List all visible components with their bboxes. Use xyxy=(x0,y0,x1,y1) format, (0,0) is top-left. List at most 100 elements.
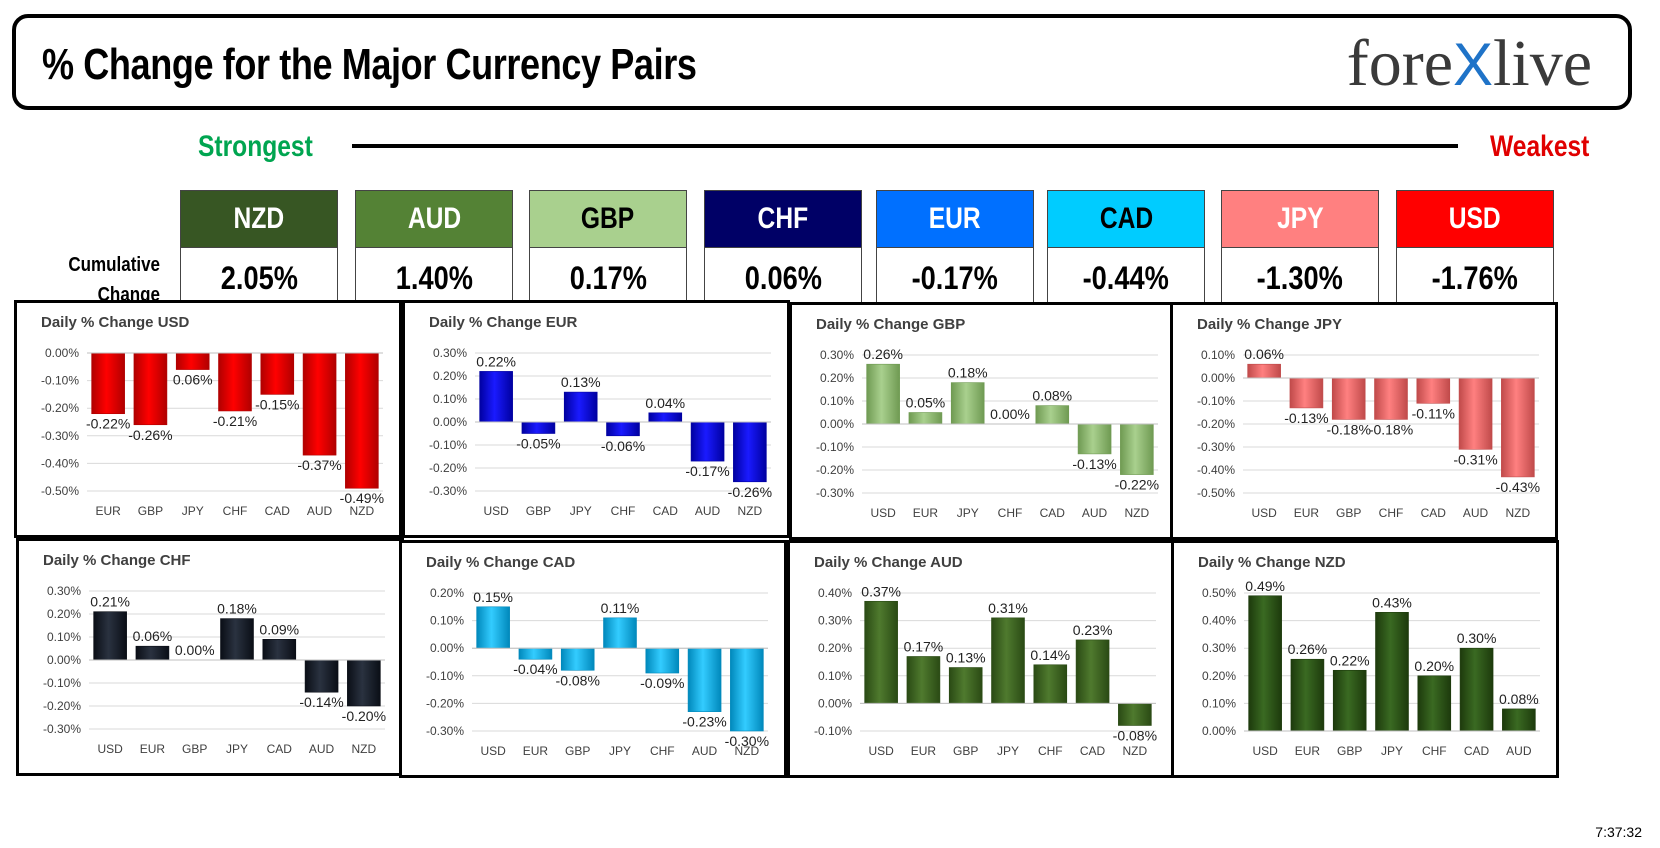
logo-text-right: live xyxy=(1493,27,1592,100)
bar-chf xyxy=(218,352,252,412)
x-category-label: EUR xyxy=(1294,506,1320,520)
cumulative-value: -1.76% xyxy=(1397,248,1553,308)
y-tick-label: -0.20% xyxy=(41,401,79,415)
y-tick-label: -0.10% xyxy=(43,676,81,690)
bar-chf xyxy=(1417,675,1452,732)
x-category-label: CAD xyxy=(1040,506,1066,520)
data-label: -0.17% xyxy=(685,463,729,479)
data-label: -0.09% xyxy=(640,675,684,691)
bar-chf xyxy=(606,421,640,437)
chart-panel-nzd: Daily % Change NZD 0.50% 0.40% 0.30% 0.20% 0.… xyxy=(1171,540,1559,778)
y-tick-label: 0.00% xyxy=(820,417,854,431)
data-label: -0.43% xyxy=(1496,479,1540,495)
chart-title: Daily % Change GBP xyxy=(816,316,965,333)
bar-eur xyxy=(906,656,941,704)
x-category-label: JPY xyxy=(226,742,248,756)
bar-cad xyxy=(260,352,295,395)
chart-panel-gbp: Daily % Change GBP 0.30% 0.20% 0.10% 0.00% -0… xyxy=(789,302,1177,540)
forexlive-logo: foreXlive xyxy=(1347,26,1592,102)
x-category-label: CAD xyxy=(1464,744,1490,758)
x-category-label: JPY xyxy=(570,504,592,518)
cumulative-value: -0.17% xyxy=(877,248,1033,308)
y-tick-label: -0.20% xyxy=(426,696,464,710)
bar-chart: Daily % Change JPY 0.10% 0.00% -0.10% -0.20%… xyxy=(1197,316,1540,520)
currency-code-text: CHF xyxy=(757,202,809,235)
currency-code: AUD xyxy=(356,191,512,248)
data-label: -0.05% xyxy=(516,436,560,452)
data-label: 0.37% xyxy=(861,583,901,599)
y-tick-label: 0.10% xyxy=(433,392,467,406)
x-category-label: CHF xyxy=(1038,744,1063,758)
bar-cad xyxy=(1416,377,1451,404)
cumulative-value-text: 2.05% xyxy=(220,259,298,296)
x-category-label: EUR xyxy=(140,742,166,756)
y-tick-label: -0.40% xyxy=(1197,463,1235,477)
x-category-label: GBP xyxy=(565,744,590,758)
x-category-label: CAD xyxy=(653,504,679,518)
bar-chf xyxy=(1374,377,1408,420)
y-tick-label: -0.20% xyxy=(1197,417,1235,431)
bar-usd xyxy=(479,371,513,423)
cumulative-value-text: -0.44% xyxy=(1082,259,1170,296)
bar-nzd xyxy=(1501,377,1535,478)
y-tick-label: -0.50% xyxy=(41,484,79,498)
bar-gbp xyxy=(1331,377,1366,420)
y-tick-label: 0.10% xyxy=(1202,696,1236,710)
currency-box-cad: CAD -0.44% xyxy=(1047,190,1205,308)
currency-box-usd: USD -1.76% xyxy=(1396,190,1554,308)
x-category-label: NZD xyxy=(352,742,377,756)
bar-nzd xyxy=(345,352,379,489)
x-category-label: EUR xyxy=(1295,744,1321,758)
y-tick-label: 0.40% xyxy=(1202,614,1236,628)
y-tick-label: 0.50% xyxy=(1202,586,1236,600)
x-category-label: CAD xyxy=(1421,506,1447,520)
x-category-label: GBP xyxy=(1336,506,1361,520)
chart-title: Daily % Change NZD xyxy=(1198,554,1346,571)
bar-aud xyxy=(1458,377,1493,450)
currency-box-chf: CHF 0.06% xyxy=(704,190,862,308)
bar-eur xyxy=(1290,658,1325,732)
bar-chart: Daily % Change EUR 0.30% 0.20% 0.10% 0.00% -0… xyxy=(429,314,772,518)
data-label: -0.13% xyxy=(1284,410,1328,426)
cumulative-value-text: 1.40% xyxy=(395,259,473,296)
bar-chart: Daily % Change GBP 0.30% 0.20% 0.10% 0.00% -0… xyxy=(816,316,1159,520)
x-category-label: GBP xyxy=(526,504,551,518)
x-category-label: CHF xyxy=(1422,744,1447,758)
data-label: 0.04% xyxy=(645,395,685,411)
bar-chf xyxy=(1033,664,1068,704)
currency-code: USD xyxy=(1397,191,1553,248)
bar-usd xyxy=(866,363,900,425)
y-tick-label: 0.00% xyxy=(1202,724,1236,738)
y-tick-label: 0.20% xyxy=(820,371,854,385)
x-category-label: GBP xyxy=(138,504,163,518)
y-tick-label: 0.30% xyxy=(47,584,81,598)
currency-box-aud: AUD 1.40% xyxy=(355,190,513,308)
bar-jpy xyxy=(991,617,1025,704)
bar-eur xyxy=(1289,377,1324,409)
y-tick-label: -0.30% xyxy=(1197,440,1235,454)
data-label: 0.31% xyxy=(988,600,1028,616)
currency-code-text: CAD xyxy=(1099,202,1153,235)
bar-aud xyxy=(1077,423,1112,455)
x-category-label: JPY xyxy=(957,506,979,520)
bar-gbp xyxy=(948,667,983,704)
data-label: 0.17% xyxy=(904,638,944,654)
y-tick-label: -0.30% xyxy=(816,486,854,500)
x-category-label: JPY xyxy=(1381,744,1403,758)
chart-title: Daily % Change JPY xyxy=(1197,316,1342,333)
data-label: 0.26% xyxy=(1288,641,1328,657)
data-label: 0.26% xyxy=(863,346,903,362)
bar-eur xyxy=(908,412,943,425)
x-category-label: NZD xyxy=(1125,506,1150,520)
bar-usd xyxy=(1247,363,1281,379)
currency-code: NZD xyxy=(181,191,337,248)
currency-box-nzd: NZD 2.05% xyxy=(180,190,338,308)
currency-box-eur: EUR -0.17% xyxy=(876,190,1034,308)
data-label: -0.26% xyxy=(128,427,172,443)
x-category-label: EUR xyxy=(911,744,937,758)
y-tick-label: -0.10% xyxy=(429,438,467,452)
bar-nzd xyxy=(1120,423,1154,475)
bar-nzd xyxy=(1118,703,1152,726)
bar-usd xyxy=(864,600,898,704)
data-label: 0.06% xyxy=(133,628,173,644)
